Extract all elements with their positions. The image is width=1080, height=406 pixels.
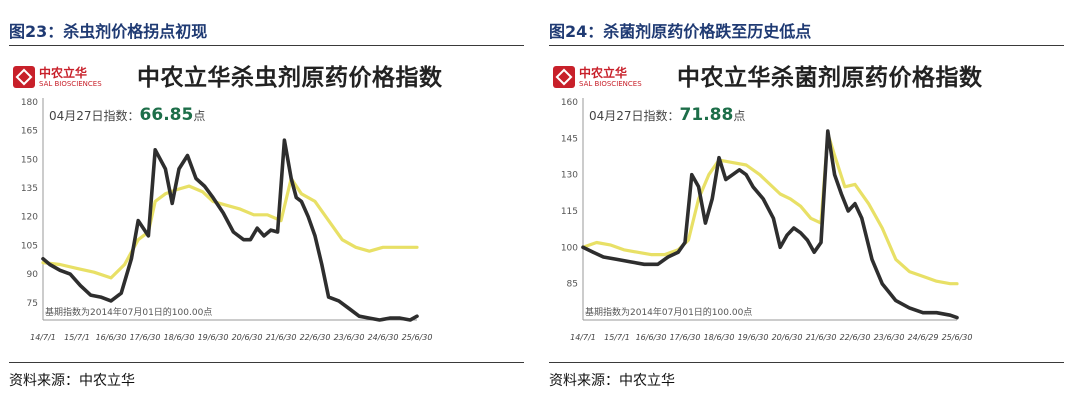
line-chart: 75 90 105 120 135 150 165 180 14/7/1 15/7/1 16/6/3… [21,98,433,342]
x-tick-label: 20/6/30 [232,333,263,342]
chart-area: 中农立华 SAL BIOSCIENCES 中农立华杀虫剂原药价格指数 75 90 1… [9,52,524,357]
x-tick-label: 23/6/30 [334,333,365,342]
x-tick-label: 15/7/1 [604,333,630,342]
x-tick-label: 19/6/30 [738,333,769,342]
x-tick-label: 18/6/30 [704,333,735,342]
company-logo: 中农立华 SAL BIOSCIENCES [553,64,653,94]
y-tick-label: 105 [21,241,38,251]
figure-panel-insecticide: 图23：杀虫剂价格拐点初现 中农立华 SAL BIOSCIENCES 中农立华杀… [9,0,524,406]
logo-text-cn: 中农立华 [579,66,628,80]
annotation-value: 66.85 [140,105,194,125]
chart-title: 中农立华杀虫剂原药价格指数 [137,65,443,91]
y-tick-label: 120 [21,213,38,223]
chart-title: 中农立华杀菌剂原药价格指数 [677,65,983,91]
y-tick-label: 135 [21,184,38,194]
x-tick-label: 19/6/30 [198,333,229,342]
title-rule [9,45,524,46]
title-rule [549,45,1064,46]
annotation-prefix: 04月27日指数： [49,108,140,123]
y-tick-label: 150 [21,155,38,165]
x-tick-label: 17/6/30 [670,333,701,342]
y-tick-label: 75 [27,299,38,309]
x-tick-label: 21/6/30 [806,333,837,342]
figure-title: 图23：杀虫剂价格拐点初现 [9,22,208,41]
x-tick-label: 20/6/30 [772,333,803,342]
y-tick-label: 160 [561,98,578,108]
x-tick-label: 22/6/30 [840,333,871,342]
latest-index-annotation: 04月27日指数：71.88点 [589,105,745,125]
y-tick-label: 180 [21,98,38,108]
x-tick-label: 24/6/29 [908,333,939,342]
base-period-note: 基期指数为2014年07月01日的100.00点 [45,306,212,318]
latest-index-annotation: 04月27日指数：66.85点 [49,105,205,125]
annotation-value: 71.88 [680,105,734,125]
x-tick-label: 16/6/30 [96,333,127,342]
x-tick-label: 17/6/30 [130,333,161,342]
y-tick-label: 100 [561,243,578,253]
x-tick-label: 18/6/30 [164,333,195,342]
chart-area: 中农立华 SAL BIOSCIENCES 中农立华杀菌剂原药价格指数 85 100… [549,52,1064,357]
y-tick-label: 165 [21,127,38,137]
y-tick-label: 85 [567,280,578,290]
x-tick-label: 25/6/30 [402,333,433,342]
x-tick-label: 22/6/30 [300,333,331,342]
y-tick-label: 115 [561,207,578,217]
x-tick-label: 21/6/30 [266,333,297,342]
annotation-suffix: 点 [733,109,745,123]
figure-panel-fungicide: 图24：杀菌剂原药价格跌至历史低点 中农立华 SAL BIOSCIENCES 中… [549,0,1064,406]
annotation-prefix: 04月27日指数： [589,108,680,123]
source-note: 资料来源：中农立华 [9,373,135,389]
source-rule [549,362,1064,363]
series-line-yellow [581,131,959,286]
y-tick-label: 130 [561,171,578,181]
y-tick-label: 90 [27,270,39,280]
source-note: 资料来源：中农立华 [549,373,675,389]
series-line-black [41,138,419,322]
x-tick-label: 16/6/30 [636,333,667,342]
series-line-black [581,129,959,320]
logo-mark-icon [553,66,575,88]
figure-title: 图24：杀菌剂原药价格跌至历史低点 [549,22,812,41]
logo-mark-icon [13,66,35,88]
x-tick-label: 23/6/30 [874,333,905,342]
company-logo: 中农立华 SAL BIOSCIENCES [13,64,113,94]
x-tick-label: 25/6/30 [942,333,973,342]
logo-text-cn: 中农立华 [39,66,88,80]
logo-text-en: SAL BIOSCIENCES [579,80,642,88]
logo-text-en: SAL BIOSCIENCES [39,80,102,88]
line-chart: 85 100 115 130 145 160 14/7/1 15/7/1 16/6/30 17/6… [561,98,973,342]
y-tick-label: 145 [561,134,578,144]
annotation-suffix: 点 [193,109,205,123]
x-tick-label: 24/6/30 [368,333,399,342]
source-rule [9,362,524,363]
x-tick-label: 15/7/1 [64,333,90,342]
base-period-note: 基期指数为2014年07月01日的100.00点 [585,306,752,318]
x-tick-label: 14/7/1 [30,333,56,342]
x-tick-label: 14/7/1 [570,333,596,342]
series-line-yellow [41,176,419,280]
